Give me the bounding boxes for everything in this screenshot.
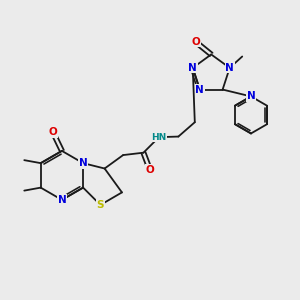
Text: N: N — [188, 63, 197, 73]
Text: N: N — [79, 158, 88, 168]
Text: N: N — [225, 63, 234, 73]
Text: S: S — [97, 200, 104, 210]
Text: O: O — [49, 128, 57, 137]
Text: N: N — [58, 195, 66, 205]
Text: N: N — [195, 85, 204, 94]
Text: HN: HN — [151, 133, 166, 142]
Text: O: O — [191, 37, 200, 47]
Text: N: N — [247, 92, 255, 101]
Text: O: O — [146, 165, 154, 175]
